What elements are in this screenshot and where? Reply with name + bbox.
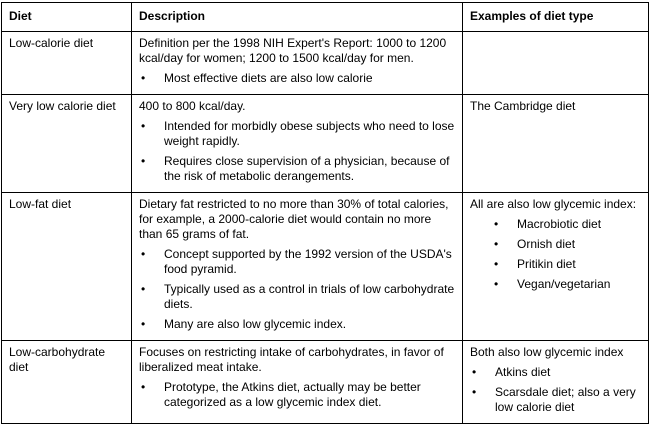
description-bullet: Intended for morbidly obese subjects who… <box>139 119 455 149</box>
description-text: Dietary fat restricted to no more than 3… <box>139 197 449 241</box>
diet-name-cell: Low-calorie diet <box>1 31 132 95</box>
description-text: Focuses on restricting intake of carbohy… <box>139 345 444 374</box>
description-bullet: Most effective diets are also low calori… <box>139 71 455 86</box>
diet-name-cell: Low-fat diet <box>1 192 132 341</box>
examples-cell <box>462 31 649 95</box>
diet-name-cell: Low-carbohydrate diet <box>1 340 132 424</box>
example-item: Vegan/vegetarian <box>470 277 641 292</box>
examples-intro: All are also low glycemic index: <box>470 197 637 211</box>
examples-intro: The Cambridge diet <box>470 99 576 113</box>
example-item: Atkins diet <box>470 365 641 380</box>
description-bullet: Many are also low glycemic index. <box>139 317 455 332</box>
description-text: Definition per the 1998 NIH Expert's Rep… <box>139 36 447 65</box>
description-text: 400 to 800 kcal/day. <box>139 99 246 113</box>
examples-cell: All are also low glycemic index: Macrobi… <box>462 192 649 341</box>
description-bullet-list: Most effective diets are also low calori… <box>139 71 455 86</box>
header-row: Diet Description Examples of diet type <box>1 2 649 32</box>
header-diet: Diet <box>1 2 132 32</box>
description-bullet-list: Prototype, the Atkins diet, actually may… <box>139 380 455 410</box>
description-bullet-list: Intended for morbidly obese subjects who… <box>139 119 455 184</box>
table-row: Low-calorie diet Definition per the 1998… <box>1 31 649 95</box>
table-row: Low-fat diet Dietary fat restricted to n… <box>1 192 649 341</box>
description-bullet: Prototype, the Atkins diet, actually may… <box>139 380 455 410</box>
description-cell: Definition per the 1998 NIH Expert's Rep… <box>131 31 463 95</box>
table-row: Low-carbohydrate diet Focuses on restric… <box>1 340 649 424</box>
examples-intro: Both also low glycemic index <box>470 345 624 359</box>
header-description: Description <box>131 2 463 32</box>
diet-name-cell: Very low calorie diet <box>1 94 132 193</box>
table-row: Very low calorie diet 400 to 800 kcal/da… <box>1 94 649 193</box>
description-bullet: Typically used as a control in trials of… <box>139 282 455 312</box>
example-item: Macrobiotic diet <box>470 217 641 232</box>
examples-cell: The Cambridge diet <box>462 94 649 193</box>
description-bullet: Concept supported by the 1992 version of… <box>139 247 455 277</box>
description-cell: 400 to 800 kcal/day. Intended for morbid… <box>131 94 463 193</box>
description-bullet: Requires close supervision of a physicia… <box>139 154 455 184</box>
example-item: Ornish diet <box>470 237 641 252</box>
diet-table: Diet Description Examples of diet type L… <box>1 2 649 424</box>
header-examples: Examples of diet type <box>462 2 649 32</box>
description-cell: Focuses on restricting intake of carbohy… <box>131 340 463 424</box>
examples-bullet-list: Macrobiotic diet Ornish diet Pritikin di… <box>470 217 641 292</box>
description-bullet-list: Concept supported by the 1992 version of… <box>139 247 455 332</box>
example-item: Scarsdale diet; also a very low calorie … <box>470 385 641 415</box>
example-item: Pritikin diet <box>470 257 641 272</box>
description-cell: Dietary fat restricted to no more than 3… <box>131 192 463 341</box>
examples-bullet-list: Atkins diet Scarsdale diet; also a very … <box>470 365 641 415</box>
examples-cell: Both also low glycemic index Atkins diet… <box>462 340 649 424</box>
